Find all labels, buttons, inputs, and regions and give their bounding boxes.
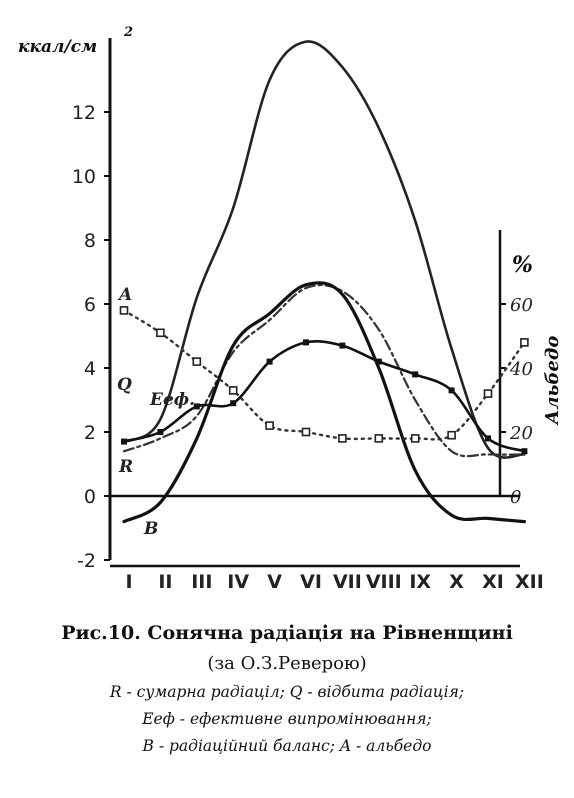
series-line-4 (122, 309, 526, 441)
x-tick-label: VIII (366, 571, 402, 593)
figure-caption-subtitle: (за О.З.Реверою) (207, 653, 367, 674)
data-point-marker (412, 371, 419, 378)
left-tick-label: 8 (84, 230, 96, 252)
legend-line-2: Eеф - ефективне випромінювання; (142, 710, 432, 728)
data-point-marker (338, 434, 347, 443)
data-point-marker (266, 358, 273, 365)
right-axis: 0 20 40 60% Альбедо (498, 230, 563, 508)
x-tick-label: XI (482, 571, 504, 593)
data-lines (119, 40, 529, 524)
series-name-label: B (143, 519, 158, 539)
data-point-marker (483, 389, 493, 398)
left-axis-unit-superscript: 2 (123, 25, 133, 40)
data-point-marker (192, 357, 202, 366)
data-point-marker (265, 421, 274, 430)
left-tick-label: 10 (72, 166, 96, 188)
x-tick-label: I (125, 571, 132, 593)
data-point-marker (521, 448, 528, 455)
data-point-marker (156, 328, 165, 338)
data-point-marker (119, 306, 129, 315)
left-axis-unit: ккал/см (18, 37, 97, 57)
left-tick-label: 0 (84, 486, 96, 508)
data-point-marker (193, 403, 200, 410)
x-tick-label: V (267, 571, 282, 593)
x-tick-label: III (191, 571, 212, 593)
data-point-marker (374, 434, 384, 443)
x-tick-label: IX (409, 571, 431, 593)
data-point-marker (303, 339, 309, 346)
left-tick-label: 12 (72, 102, 96, 124)
legend-line-1: R - сумарна радіаціл; Q - відбита радіац… (109, 683, 465, 701)
data-point-marker (157, 429, 164, 435)
data-point-marker (410, 434, 420, 443)
right-tick-label: 20 (509, 423, 533, 444)
left-tick-label: -2 (77, 550, 96, 572)
legend-line-3: B - радіаційний баланс; A - альбедо (142, 737, 432, 755)
x-tick-label: X (449, 571, 464, 593)
series-line-0 (122, 40, 526, 459)
figure-caption-title: Рис.10. Сонячна радіація на Рівненщині (61, 622, 513, 644)
series-name-label: Q (117, 375, 132, 395)
series-line-3 (122, 281, 526, 524)
data-point-marker (339, 342, 346, 349)
right-axis-unit: % (512, 252, 533, 278)
x-tick-label: II (158, 571, 172, 593)
data-point-marker (301, 427, 311, 437)
series-name-label: A (117, 285, 132, 305)
x-tick-label: XII (515, 571, 544, 593)
left-tick-label: 2 (84, 422, 96, 444)
data-point-marker (447, 430, 456, 440)
left-tick-label: 6 (84, 294, 96, 316)
data-point-marker (230, 400, 237, 407)
right-tick-label: 0 (510, 487, 521, 508)
series-line-2 (122, 340, 526, 453)
right-tick-label: 40 (509, 359, 533, 380)
series-name-label: R (118, 457, 133, 477)
left-axis: -2 0 2 4 6 8 10 12 ккал/см 2 (18, 25, 133, 572)
data-point-marker (520, 338, 529, 347)
right-tick-label: 60 (510, 295, 533, 316)
data-point-marker (485, 435, 491, 442)
right-axis-title: Альбедо (542, 336, 563, 427)
x-tick-label: IV (227, 571, 249, 593)
series-line-1 (122, 283, 526, 458)
series-labels: R Q Eеф. B A (117, 285, 195, 539)
data-point-marker (121, 438, 127, 445)
x-axis: I II III IV V VI VII VIII IX X XI XII (110, 494, 544, 593)
data-point-marker (375, 358, 382, 365)
x-tick-label: VII (333, 571, 362, 593)
data-point-marker (448, 387, 455, 394)
series-name-label: Eеф. (149, 390, 195, 410)
left-tick-label: 4 (84, 358, 96, 380)
data-point-marker (228, 386, 238, 395)
x-tick-label: VI (300, 571, 322, 593)
